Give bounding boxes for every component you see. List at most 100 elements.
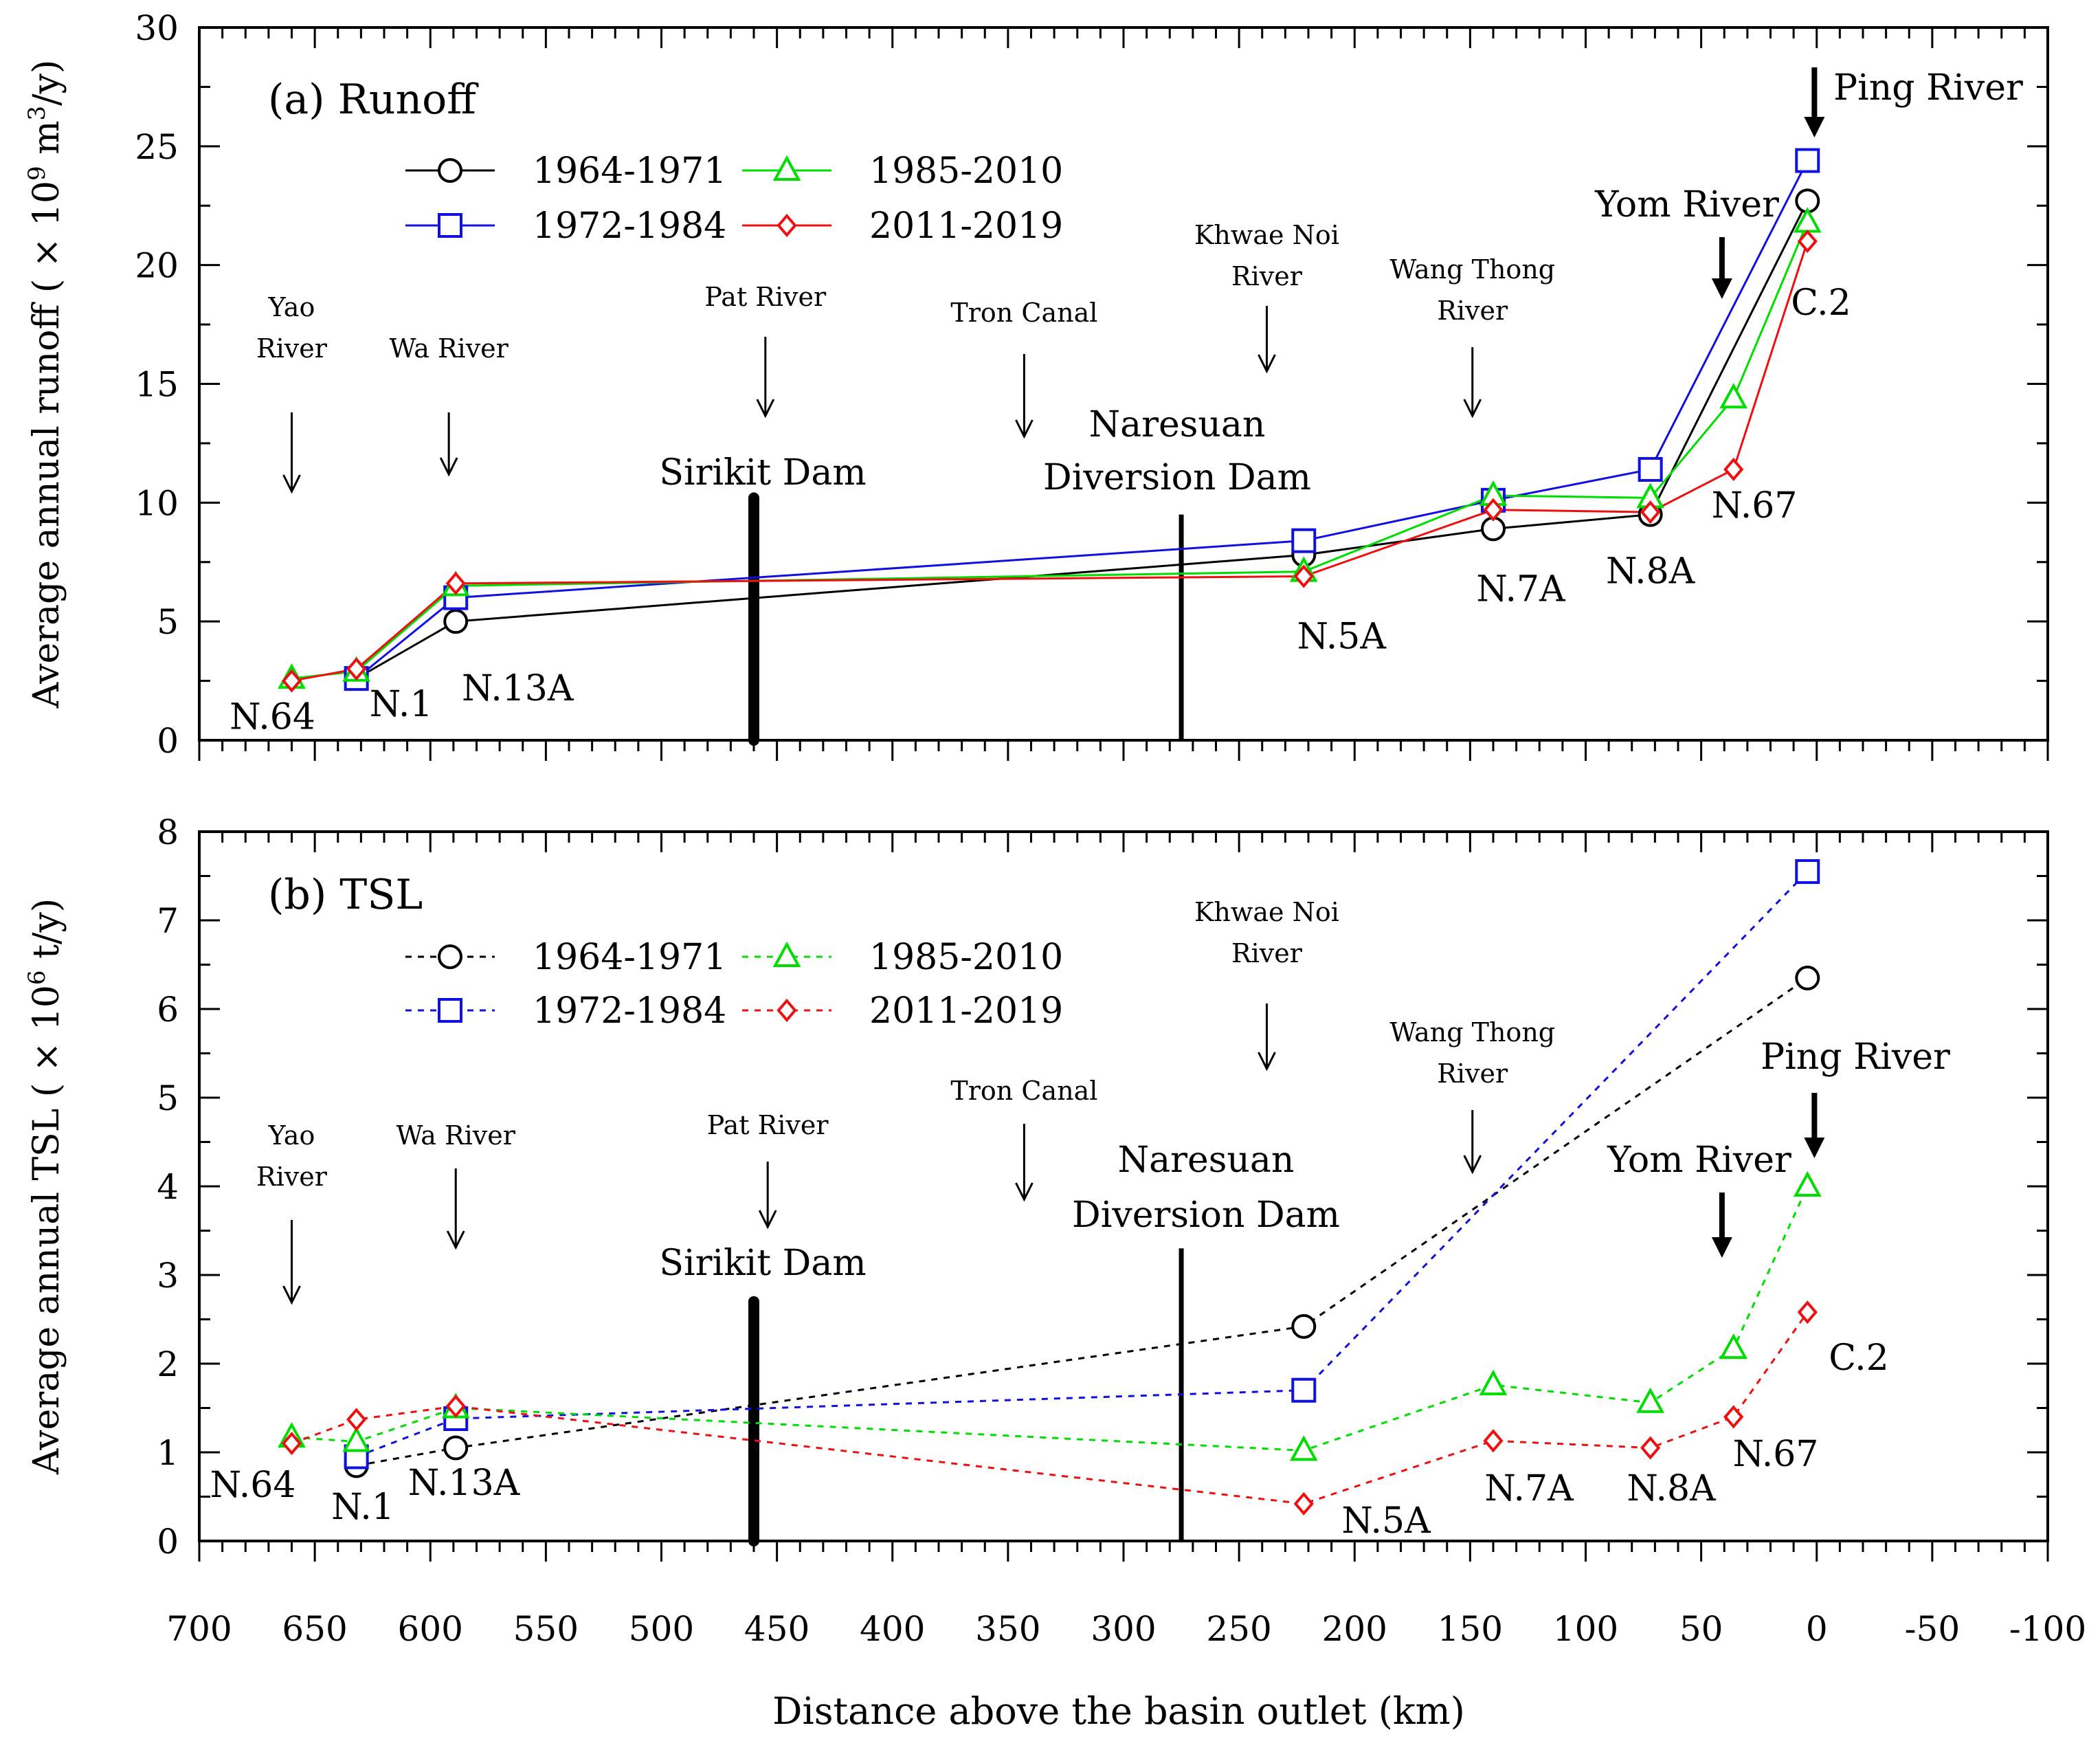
data-point-1972-1984 (1291, 528, 1317, 553)
tributary-label: River (1437, 296, 1508, 326)
tributary-arrowhead (1711, 1237, 1732, 1258)
tributary-label: Khwae Noi (1194, 220, 1339, 250)
panel-tsl: 700 650 600 550 500 450 400 350 300 250 200 150 100 5… (23, 812, 2086, 1649)
station-label: N.13A (462, 668, 574, 709)
legend-label: 1972-1984 (533, 990, 726, 1032)
data-point-2011-2019 (346, 1408, 367, 1432)
series-line-1985-2010 (291, 221, 1809, 680)
station-label: N.67 (1712, 485, 1798, 526)
station-label: N.5A (1341, 1500, 1431, 1542)
dam-label: Naresuan (1089, 404, 1266, 445)
data-point-1985-2010 (1479, 1369, 1508, 1395)
y-tick-label: 15 (135, 365, 179, 405)
x-tick-label: 50 (1679, 1609, 1723, 1649)
data-point-1985-2010 (1719, 383, 1748, 409)
series-line-1972-1984 (356, 871, 1809, 1458)
tributary-arrowhead (1258, 354, 1276, 374)
y-axis-label: Average annual runoff ( × 109 m3/y) (23, 60, 67, 709)
data-point-2011-2019 (1483, 1429, 1504, 1453)
tributary-arrowhead (758, 1210, 777, 1230)
tributary-arrowhead (1804, 117, 1825, 137)
x-axis-label: Distance above the basin outlet (km) (772, 1689, 1465, 1733)
plot-frame (198, 26, 2049, 742)
data-point-1985-2010 (342, 1426, 371, 1452)
x-tick-label: 0 (1806, 1609, 1828, 1649)
tributary-arrowhead (1463, 399, 1482, 419)
legend-marker (438, 944, 462, 969)
x-tick-label: 450 (744, 1609, 809, 1649)
x-tick-label: 350 (975, 1609, 1040, 1649)
tributary-arrowhead (1804, 1138, 1825, 1158)
tributary-label: Yao (268, 292, 315, 322)
tributary-label: Wa River (396, 1120, 516, 1151)
dam-label: Diversion Dam (1072, 1195, 1340, 1236)
tributary-arrowhead (282, 474, 301, 494)
tributary-label: Khwae Noi (1194, 897, 1339, 927)
legend-label: 2011-2019 (869, 206, 1063, 247)
x-tick-label: 600 (398, 1609, 463, 1649)
station-label: N.5A (1297, 616, 1387, 657)
tributary-arrowhead (282, 1285, 301, 1305)
panel-title: (a) Runoff (268, 76, 479, 124)
tributary-label: River (1231, 261, 1303, 291)
x-tick-label: -100 (2009, 1609, 2086, 1649)
legend-marker (772, 941, 801, 967)
tributary-label: Yom River (1607, 1140, 1791, 1181)
data-point-1972-1984 (1291, 1377, 1317, 1403)
data-point-1985-2010 (1636, 1387, 1665, 1413)
data-point-1972-1984 (1795, 148, 1820, 173)
data-point-2011-2019 (346, 657, 367, 681)
data-point-2011-2019 (1723, 457, 1744, 482)
tributary-arrowhead (1711, 278, 1732, 299)
legend-marker (777, 998, 797, 1023)
station-label: N.67 (1733, 1434, 1819, 1475)
data-point-1972-1984 (1638, 456, 1663, 482)
y-tick-label: 8 (157, 812, 179, 852)
tributary-label: Wa River (389, 333, 509, 364)
legend-label: 1964-1971 (533, 151, 726, 192)
tributary-label: River (1437, 1058, 1508, 1089)
data-point-1985-2010 (1289, 1435, 1318, 1461)
data-point-1964-1971 (443, 609, 469, 634)
data-point-1985-2010 (1793, 207, 1822, 233)
data-point-2011-2019 (1483, 498, 1504, 522)
tributary-label: Pat River (707, 1110, 829, 1140)
data-point-2011-2019 (281, 669, 302, 693)
data-point-2011-2019 (1293, 1492, 1314, 1516)
tributary-label: River (256, 1162, 328, 1192)
data-point-2011-2019 (1723, 1405, 1744, 1429)
y-tick-label: 10 (135, 483, 179, 523)
y-tick-label: 30 (135, 8, 179, 48)
tributary-label: Wang Thong (1389, 1017, 1555, 1047)
station-label: N.13A (408, 1463, 521, 1504)
x-tick-label: 100 (1553, 1609, 1618, 1649)
data-point-2011-2019 (1640, 500, 1661, 524)
dam-label: Diversion Dam (1043, 457, 1311, 498)
series-line-1985-2010 (291, 1186, 1809, 1452)
legend-marker (438, 998, 462, 1023)
data-point-2011-2019 (1293, 564, 1314, 588)
tributary-label: Ping River (1833, 67, 2023, 109)
data-point-2011-2019 (445, 1394, 466, 1418)
data-point-2011-2019 (445, 571, 466, 595)
station-label: N.1 (370, 684, 433, 725)
data-point-1964-1971 (443, 1435, 469, 1461)
legend-label: 1972-1984 (533, 206, 726, 247)
dam-label: Sirikit Dam (659, 452, 866, 494)
dam-label: Naresuan (1118, 1140, 1295, 1181)
x-tick-label: 150 (1438, 1609, 1503, 1649)
data-point-2011-2019 (281, 1432, 302, 1456)
data-point-2011-2019 (1640, 1436, 1661, 1460)
x-tick-label: 400 (860, 1609, 925, 1649)
x-tick-label: 650 (282, 1609, 347, 1649)
tributary-arrowhead (446, 1230, 465, 1250)
series-line-1972-1984 (355, 159, 1809, 680)
station-label: C.2 (1829, 1338, 1889, 1379)
x-tick-label: 550 (513, 1609, 579, 1649)
y-tick-label: 7 (157, 901, 179, 941)
station-label: N.8A (1627, 1468, 1717, 1509)
tributary-arrowhead (1463, 1155, 1482, 1175)
y-tick-label: 2 (157, 1344, 179, 1384)
data-point-1985-2010 (1719, 1333, 1748, 1360)
